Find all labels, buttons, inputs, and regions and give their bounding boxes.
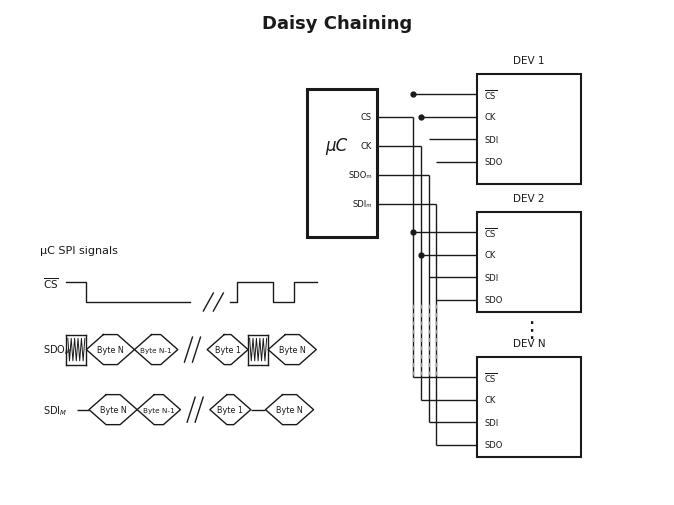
Text: CK: CK <box>361 142 372 151</box>
Text: SDO: SDO <box>484 158 502 167</box>
Text: DEV 2: DEV 2 <box>514 193 545 204</box>
Text: $\overline{\rm CS}$: $\overline{\rm CS}$ <box>484 88 497 102</box>
Text: CK: CK <box>484 250 495 260</box>
Text: CK: CK <box>484 395 495 405</box>
Text: CS: CS <box>361 113 372 122</box>
Text: SDIₘ: SDIₘ <box>353 200 372 209</box>
Text: SDO$_M$: SDO$_M$ <box>43 343 72 357</box>
Text: $\overline{\rm CS}$: $\overline{\rm CS}$ <box>484 226 497 239</box>
Text: DEV 1: DEV 1 <box>514 56 545 66</box>
Text: Byte N-1: Byte N-1 <box>140 347 172 353</box>
Text: ⋮: ⋮ <box>520 320 542 340</box>
Text: Byte N: Byte N <box>97 345 124 355</box>
Text: CK: CK <box>484 113 495 122</box>
Text: μC SPI signals: μC SPI signals <box>40 245 117 255</box>
Bar <box>477 358 581 457</box>
Text: DEV N: DEV N <box>513 338 545 348</box>
Text: SDI$_M$: SDI$_M$ <box>43 403 67 417</box>
Text: SDO: SDO <box>484 295 502 305</box>
Bar <box>477 75 581 185</box>
Text: Byte N-1: Byte N-1 <box>143 407 175 413</box>
Text: Byte N: Byte N <box>276 406 303 414</box>
Text: Byte 1: Byte 1 <box>215 345 241 355</box>
Text: μC: μC <box>326 137 348 155</box>
Text: SDI: SDI <box>484 136 498 144</box>
Text: SDOₘ: SDOₘ <box>348 171 372 180</box>
Text: SDO: SDO <box>484 440 502 449</box>
Text: Daisy Chaining: Daisy Chaining <box>262 15 412 33</box>
Text: Byte N: Byte N <box>279 345 305 355</box>
Text: SDI: SDI <box>484 418 498 427</box>
Text: $\overline{\rm CS}$: $\overline{\rm CS}$ <box>43 275 59 290</box>
Bar <box>307 90 377 237</box>
Text: Byte 1: Byte 1 <box>218 406 243 414</box>
Text: $\overline{\rm CS}$: $\overline{\rm CS}$ <box>484 370 497 384</box>
Text: Byte N: Byte N <box>100 406 127 414</box>
Text: SDI: SDI <box>484 273 498 282</box>
Bar <box>477 213 581 313</box>
